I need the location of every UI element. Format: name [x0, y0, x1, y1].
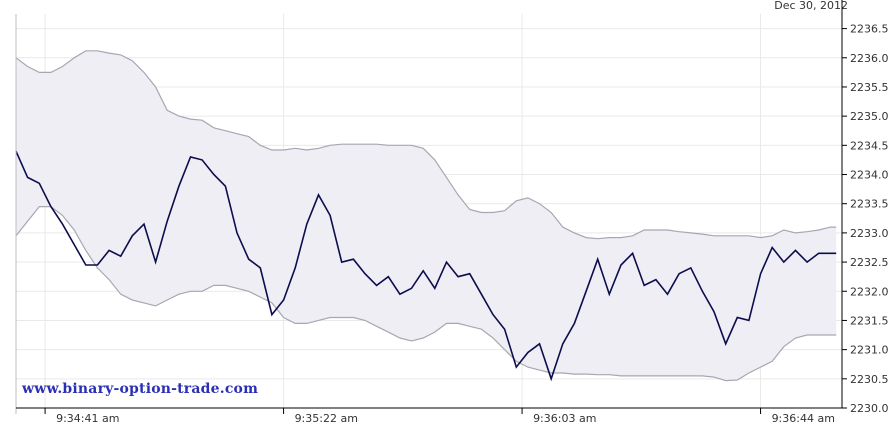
- price-line-layer: [15, 150, 837, 382]
- band-fill: [16, 50, 837, 381]
- watermark-text: www.binary-option-trade.com: [22, 381, 259, 397]
- y-tick-label: 2230.5: [850, 373, 889, 386]
- price-line: [15, 150, 837, 382]
- y-tick-label: 2235.0: [850, 110, 889, 123]
- y-tick-label: 2232.0: [850, 285, 889, 298]
- y-tick-label: 2234.0: [850, 169, 889, 182]
- band-upper-line: [15, 50, 837, 240]
- y-tick-label: 2231.5: [850, 314, 889, 327]
- y-tick-label: 2236.0: [850, 52, 889, 65]
- band-lower-line: [15, 206, 837, 382]
- y-tick-label: 2234.5: [850, 139, 889, 152]
- x-tick-label: 9:36:44 am: [772, 412, 835, 425]
- x-tick-label: 9:35:22 am: [295, 412, 358, 425]
- date-label: Dec 30, 2012: [774, 0, 848, 12]
- y-tick-label: 2236.5: [850, 23, 889, 36]
- y-tick-label: 2233.5: [850, 198, 889, 211]
- y-tick-label: 2235.5: [850, 81, 889, 94]
- axis-layer: 2230.0 2230.5 2231.0 2231.5 2232.0 2232.5 2233…: [15, 0, 889, 425]
- y-tick-label: 2230.0: [850, 402, 889, 415]
- y-tick-label: 2231.0: [850, 344, 889, 357]
- volatility-band: [15, 50, 837, 382]
- y-tick-label: 2232.5: [850, 256, 889, 269]
- y-tick-label: 2233.0: [850, 227, 889, 240]
- x-tick-label: 9:34:41 am: [56, 412, 119, 425]
- x-tick-label: 9:36:03 am: [533, 412, 596, 425]
